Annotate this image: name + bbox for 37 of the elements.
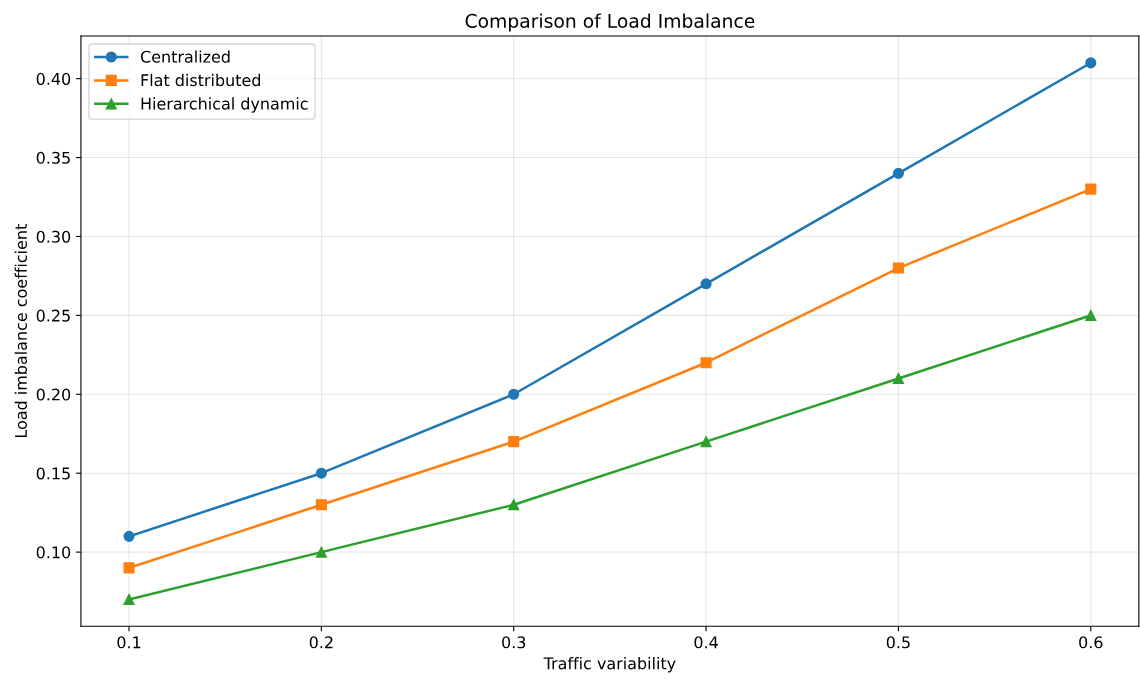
point [892, 372, 904, 385]
point [123, 562, 135, 574]
point [1085, 309, 1097, 321]
y-axis-title: Load imbalance coefficient [14, 224, 27, 438]
y-tick-label: 0.10 [36, 546, 71, 559]
legend-label: Flat distributed [141, 73, 260, 87]
point [700, 436, 712, 448]
point [1085, 57, 1097, 69]
legend-label: Hierarchical dynamic [141, 97, 308, 113]
point [700, 278, 712, 290]
x-tick-label: 0.3 [502, 636, 526, 649]
x-axis-title: Traffic variability [543, 657, 676, 673]
point [123, 530, 135, 542]
point [315, 467, 327, 479]
y-tick-label: 0.35 [36, 151, 70, 164]
y-tick-label: 0.20 [36, 388, 71, 401]
point [1085, 183, 1097, 195]
point [700, 357, 712, 369]
y-tick-label: 0.40 [36, 72, 71, 85]
x-tick-label: 0.1 [117, 636, 141, 649]
y-tick-label: 0.15 [36, 467, 70, 480]
y-tick-label: 0.30 [36, 230, 71, 243]
y-tick-label: 0.25 [36, 309, 70, 322]
chart-title: Comparison of Load Imbalance [465, 13, 755, 32]
point [892, 167, 904, 179]
point [892, 262, 904, 274]
point [508, 436, 520, 448]
point [508, 499, 520, 511]
point [315, 499, 327, 511]
point [508, 388, 520, 400]
x-tick-label: 0.2 [309, 636, 333, 649]
point [123, 593, 135, 606]
legend-label: Centralized [140, 50, 230, 63]
point [315, 546, 327, 558]
x-tick-label: 0.6 [1079, 636, 1103, 649]
x-tick-label: 0.5 [886, 636, 910, 649]
x-tick-label: 0.4 [694, 636, 718, 649]
